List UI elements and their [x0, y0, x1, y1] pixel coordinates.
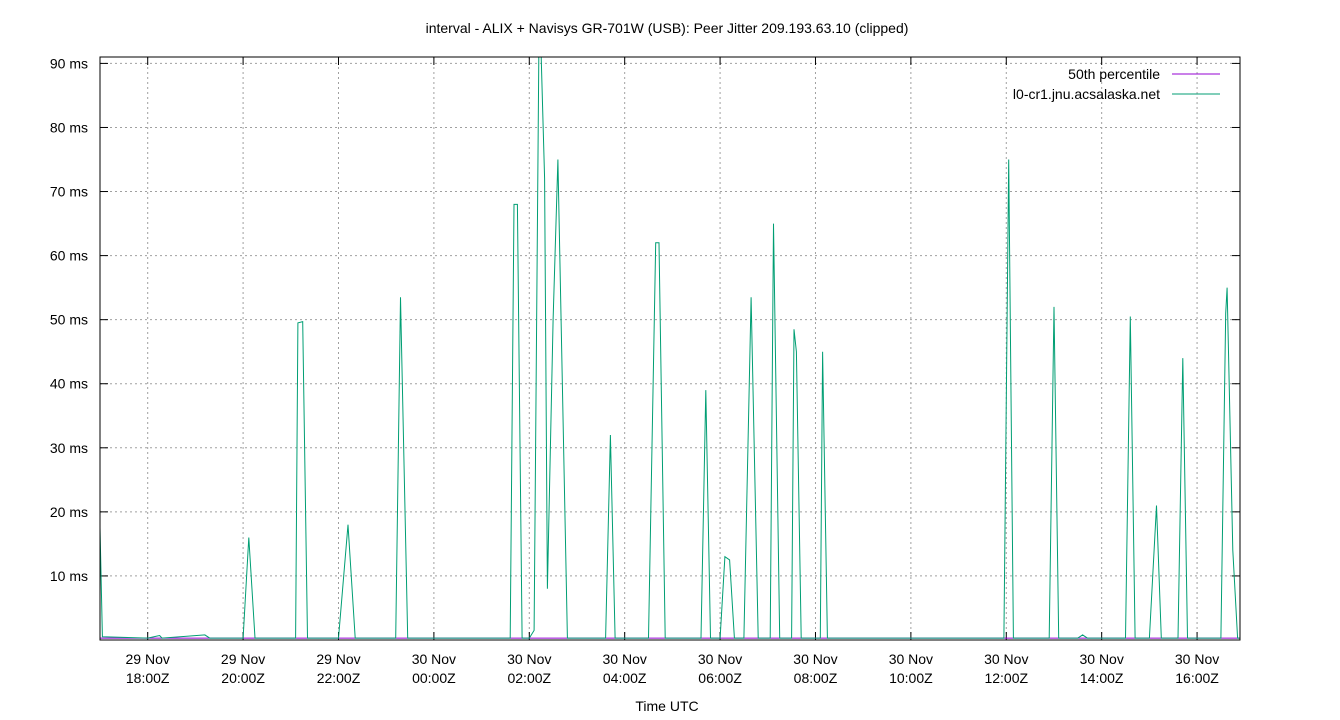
x-tick-label-time: 18:00Z: [126, 670, 170, 686]
x-axis: 29 Nov 18:00Z 29 Nov 20:00Z 29 Nov 22:00Z 30 N…: [126, 57, 1219, 686]
y-tick-label: 90 ms: [50, 55, 88, 71]
x-tick-label-time: 12:00Z: [984, 670, 1028, 686]
y-tick-label: 30 ms: [50, 440, 88, 456]
x-tick-label-date: 30 Nov: [1079, 651, 1123, 667]
x-tick-label-time: 08:00Z: [794, 670, 838, 686]
x-tick-label-time: 20:00Z: [221, 670, 265, 686]
y-tick-label: 10 ms: [50, 568, 88, 584]
x-tick-label-date: 30 Nov: [698, 651, 742, 667]
x-tick-label-time: 06:00Z: [698, 670, 742, 686]
x-tick-label-date: 30 Nov: [984, 651, 1028, 667]
x-tick-label-time: 10:00Z: [889, 670, 933, 686]
y-tick-label: 70 ms: [50, 184, 88, 200]
x-tick-label-date: 29 Nov: [316, 651, 360, 667]
x-tick-label-date: 30 Nov: [1175, 651, 1219, 667]
x-axis-label: Time UTC: [635, 698, 698, 714]
x-tick-label-time: 22:00Z: [317, 670, 361, 686]
chart-title: interval - ALIX + Navisys GR-701W (USB):…: [426, 20, 909, 36]
y-tick-label: 80 ms: [50, 119, 88, 135]
plot-frame: [99, 56, 1241, 641]
x-tick-label-date: 29 Nov: [126, 651, 170, 667]
grid-lines: [100, 57, 1240, 640]
series-line-1: [100, 57, 1240, 639]
x-tick-label-time: 00:00Z: [412, 670, 456, 686]
x-tick-label-date: 29 Nov: [221, 651, 265, 667]
series-lines: [100, 57, 1240, 639]
x-tick-label-date: 30 Nov: [793, 651, 837, 667]
y-tick-label: 50 ms: [50, 312, 88, 328]
y-tick-label: 40 ms: [50, 376, 88, 392]
y-axis: 10 ms 20 ms 30 ms 40 ms 50 ms 60 ms 70 ms 80 ms…: [50, 55, 1240, 584]
x-tick-label-time: 14:00Z: [1080, 670, 1124, 686]
x-tick-label-time: 16:00Z: [1175, 670, 1219, 686]
legend: 50th percentile l0-cr1.jnu.acsalaska.net: [1013, 66, 1220, 102]
x-tick-label-date: 30 Nov: [412, 651, 456, 667]
x-tick-label-time: 04:00Z: [603, 670, 647, 686]
y-tick-label: 20 ms: [50, 504, 88, 520]
legend-label: l0-cr1.jnu.acsalaska.net: [1013, 86, 1160, 102]
x-tick-label-date: 30 Nov: [507, 651, 551, 667]
x-tick-label-date: 30 Nov: [889, 651, 933, 667]
legend-label: 50th percentile: [1068, 66, 1160, 82]
y-tick-label: 60 ms: [50, 248, 88, 264]
x-tick-label-time: 02:00Z: [507, 670, 551, 686]
x-tick-label-date: 30 Nov: [603, 651, 647, 667]
